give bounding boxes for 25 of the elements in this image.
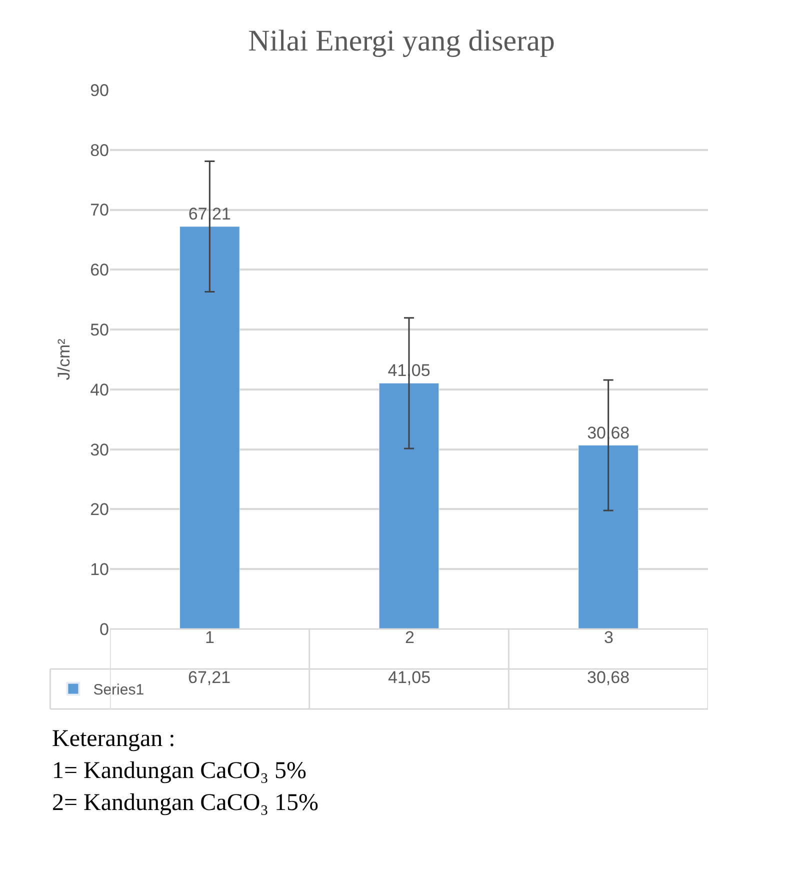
text: Keterangan : <box>52 726 176 752</box>
y-tick-label: 30 <box>90 440 109 460</box>
data-label: 41,05 <box>388 668 431 687</box>
x-tick-label: 1 <box>205 628 214 647</box>
y-tick-label: 90 <box>90 80 109 100</box>
legend-label: Series1 <box>93 682 144 699</box>
y-tick-label: 40 <box>90 380 109 400</box>
y-tick-label: 20 <box>90 500 109 520</box>
bar <box>578 445 638 629</box>
y-axis-title: J/cm² <box>54 338 74 380</box>
y-tick-label: 80 <box>90 140 109 160</box>
y-tick-label: 50 <box>90 320 109 340</box>
x-tick-label: 3 <box>604 628 614 647</box>
x-tick-label: 2 <box>405 628 414 647</box>
bar <box>378 382 440 629</box>
y-tick-label: 60 <box>90 260 109 280</box>
data-label: 67,21 <box>188 668 231 687</box>
bar <box>180 226 240 629</box>
text: 1= Kandungan CaCO₃ 5% <box>52 758 307 784</box>
text: 2= Kandungan CaCO₃ 15% <box>52 790 319 816</box>
y-tick-label: 70 <box>90 200 109 220</box>
data-label: 30,68 <box>587 668 630 687</box>
chart-title: Nilai Energi yang diserap <box>248 24 555 58</box>
y-tick-label: 10 <box>90 560 109 580</box>
y-tick-label: 0 <box>100 620 109 639</box>
